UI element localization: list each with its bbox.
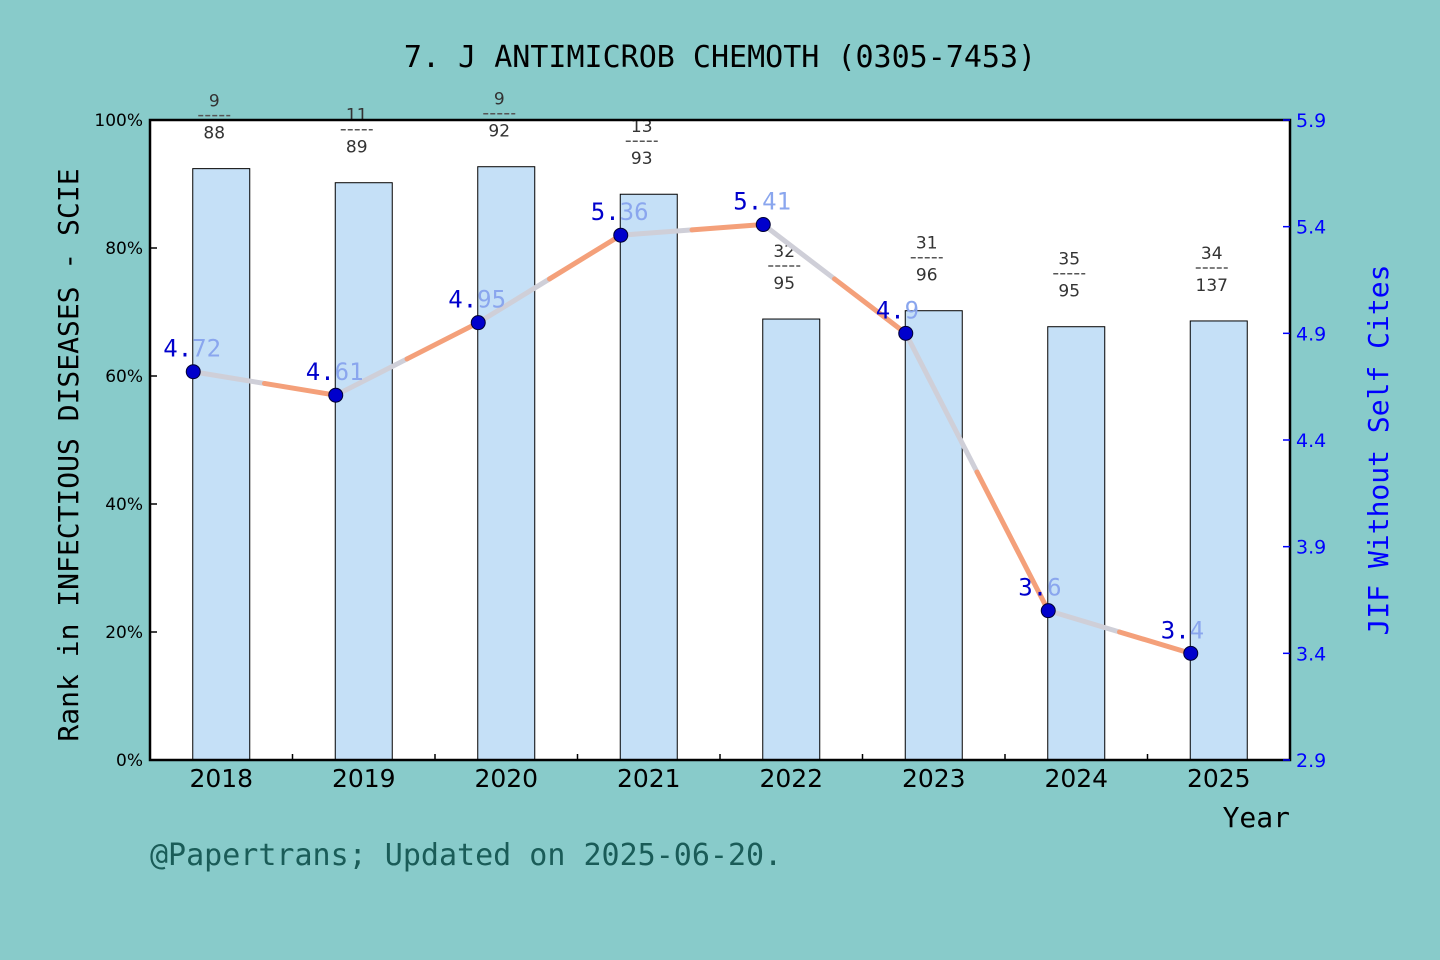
rank-label-2020: 9 <box>494 90 505 110</box>
right-axis-ticks: 2.9 3.4 3.9 4.4 4.9 5.4 5.9 <box>1283 110 1326 772</box>
chart-title: 7. J ANTIMICROB CHEMOTH (0305-7453) <box>404 40 1036 75</box>
jif-point-2018 <box>185 364 201 380</box>
jif-value-2025: 3.4 <box>1161 616 1204 644</box>
x-tick-label: 2020 <box>474 764 538 793</box>
jif-value-2024: 3.6 <box>1018 574 1061 602</box>
y-tick-label: 20% <box>105 623 143 643</box>
y2-tick-label: 4.4 <box>1296 430 1326 452</box>
jif-value-2021: 5.36 <box>591 198 649 226</box>
jif-segment <box>475 276 552 326</box>
jif-point-2020 <box>470 315 486 331</box>
y2-tick-label: 5.9 <box>1296 110 1326 132</box>
jif-segment <box>903 330 980 475</box>
y-tick-label: 100% <box>94 111 143 131</box>
x-axis-ticks: 2018 2019 2020 2021 2022 2023 2024 2025 <box>189 754 1251 793</box>
footer-note: @Papertrans; Updated on 2025-06-20. <box>150 838 782 873</box>
jif-point-2024 <box>1040 603 1056 619</box>
jif-segment <box>404 320 481 362</box>
x-tick-label: 2025 <box>1187 764 1251 793</box>
left-axis-ticks: 0% 20% 40% 60% 80% 100% <box>94 111 157 771</box>
jif-segment <box>974 469 1051 614</box>
jif-value-2018: 4.72 <box>163 335 221 363</box>
rank-label-2018: 9 <box>209 92 220 112</box>
total-label-2018: 88 <box>203 124 225 144</box>
jif-segment <box>832 276 909 336</box>
y-axis-label: Rank in INFECTIOUS DISEASES - SCIE <box>52 168 85 741</box>
total-label-2020: 92 <box>488 122 510 142</box>
jif-segment <box>547 232 624 282</box>
y2-tick-label: 4.9 <box>1296 323 1326 345</box>
rank-label-2024: 35 <box>1058 250 1080 270</box>
plot-area <box>150 120 1290 760</box>
jif-point-2023 <box>898 325 914 341</box>
jif-segment <box>262 380 339 398</box>
jif-segment <box>689 222 766 233</box>
y2-axis-label: JIF Without Self Cites <box>1362 265 1395 636</box>
rank-label-2023: 31 <box>916 234 938 254</box>
bar-2021 <box>619 193 678 761</box>
x-tick-label: 2019 <box>332 764 396 793</box>
bar-2018 <box>192 168 251 761</box>
jif-point-2021 <box>613 227 629 243</box>
jif-value-2023: 4.9 <box>876 296 919 324</box>
jif-value-2020: 4.95 <box>448 286 506 314</box>
y2-tick-label: 3.4 <box>1296 643 1326 665</box>
total-label-2023: 96 <box>916 266 938 286</box>
jif-segment <box>1045 608 1122 635</box>
jif-value-2022: 5.41 <box>733 188 791 216</box>
rank-label-2025: 34 <box>1201 244 1223 264</box>
jif-value-2019: 4.61 <box>306 358 364 386</box>
jif-point-2022 <box>755 217 771 233</box>
y-tick-label: 40% <box>105 495 143 515</box>
bar-2024 <box>1047 326 1106 761</box>
y2-tick-label: 3.9 <box>1296 537 1326 559</box>
x-tick-label: 2023 <box>902 764 966 793</box>
rank-label-2021: 13 <box>631 117 653 137</box>
jif-segment <box>1117 629 1194 656</box>
x-tick-label: 2024 <box>1044 764 1108 793</box>
total-label-2024: 95 <box>1058 282 1080 302</box>
x-axis-label: Year <box>1223 801 1290 834</box>
bar-2020 <box>477 166 536 761</box>
jif-point-2025 <box>1183 645 1199 661</box>
y-tick-label: 80% <box>105 239 143 259</box>
total-label-2019: 89 <box>346 138 368 158</box>
y2-tick-label: 5.4 <box>1296 217 1326 239</box>
jif-segment <box>190 369 267 386</box>
x-tick-label: 2021 <box>617 764 681 793</box>
bar-2019 <box>334 182 393 761</box>
jif-segment <box>618 227 695 238</box>
bar-2025 <box>1189 320 1248 761</box>
jif-segment <box>333 356 410 398</box>
jif-series: 4.72 4.61 4.95 5.36 5.41 4.9 3.6 3.4 <box>163 188 1204 661</box>
total-label-2022: 95 <box>773 274 795 294</box>
y-tick-label: 0% <box>116 751 143 771</box>
jif-segment <box>760 222 837 282</box>
y2-tick-label: 2.9 <box>1296 750 1326 772</box>
y-tick-label: 60% <box>105 367 143 387</box>
rank-label-2019: 11 <box>346 106 368 126</box>
total-label-2025: 137 <box>1196 276 1228 296</box>
x-tick-label: 2018 <box>189 764 253 793</box>
bar-2023 <box>904 310 963 761</box>
total-label-2021: 93 <box>631 149 653 169</box>
bar-2022 <box>762 318 821 761</box>
x-tick-label: 2022 <box>759 764 823 793</box>
jif-point-2019 <box>328 387 344 403</box>
